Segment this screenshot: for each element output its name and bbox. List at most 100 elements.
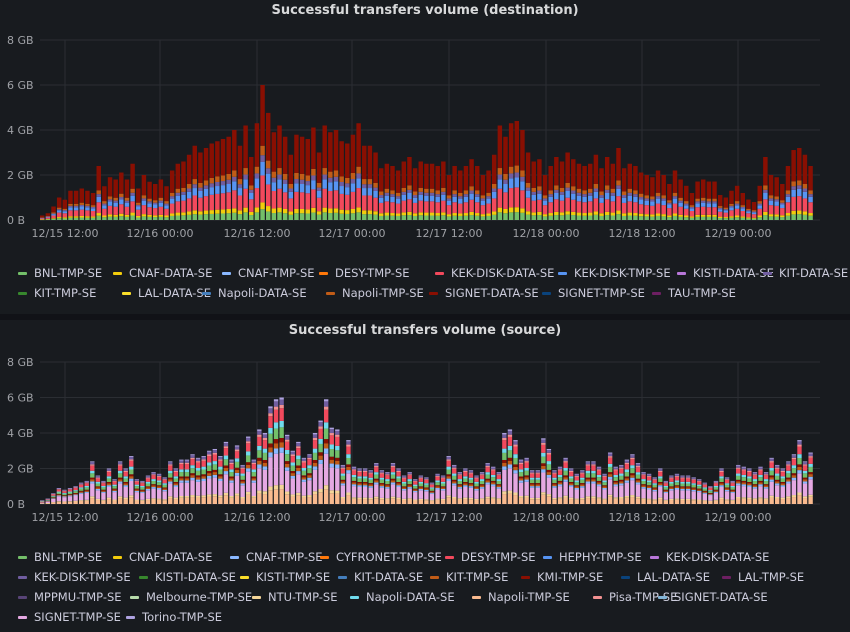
bar-segment[interactable] [207,473,212,476]
bar-segment[interactable] [713,483,719,486]
bar-segment[interactable] [156,498,162,500]
bar-segment[interactable] [251,496,256,498]
bar-segment[interactable] [51,493,56,494]
bar-segment[interactable] [542,175,548,196]
bar-segment[interactable] [520,208,525,213]
bar-segment[interactable] [413,499,418,501]
bar-segment[interactable] [162,489,167,492]
bar-segment[interactable] [763,487,769,489]
bar-segment[interactable] [552,477,557,480]
bar-segment[interactable] [328,132,333,172]
legend-item[interactable]: LAL-DATA-SE [122,286,211,300]
bar-segment[interactable] [307,473,312,476]
bar-segment[interactable] [619,479,624,482]
bar-segment[interactable] [373,197,378,212]
bar-segment[interactable] [215,181,220,187]
bar-segment[interactable] [474,488,479,491]
bar-segment[interactable] [574,485,579,487]
bar-segment[interactable] [395,192,401,197]
bar-segment[interactable] [78,488,84,491]
bar-segment[interactable] [552,499,557,504]
bar-segment[interactable] [435,190,440,195]
bar-segment[interactable] [296,455,301,460]
bar-segment[interactable] [797,470,802,474]
bar-segment[interactable] [305,175,310,182]
bar-segment[interactable] [627,192,633,196]
bar-segment[interactable] [418,476,424,478]
bar-segment[interactable] [413,488,418,490]
bar-segment[interactable] [563,470,568,476]
bar-segment[interactable] [56,488,62,489]
bar-segment[interactable] [95,486,101,488]
bar-segment[interactable] [678,206,683,215]
bar-segment[interactable] [491,498,496,504]
bar-segment[interactable] [362,188,367,196]
bar-segment[interactable] [485,498,490,504]
bar-segment[interactable] [741,486,746,498]
bar-segment[interactable] [497,168,503,175]
bar-segment[interactable] [680,498,685,501]
bar-segment[interactable] [318,459,323,464]
bar-segment[interactable] [67,501,73,502]
bar-segment[interactable] [203,180,209,186]
bar-segment[interactable] [162,500,167,504]
bar-segment[interactable] [169,213,175,216]
bar-segment[interactable] [209,183,214,188]
bar-segment[interactable] [797,466,802,471]
bar-segment[interactable] [463,481,468,484]
bar-segment[interactable] [435,196,440,203]
bar-segment[interactable] [644,198,649,201]
bar-segment[interactable] [652,500,657,504]
bar-segment[interactable] [67,488,73,489]
bar-segment[interactable] [446,205,452,215]
bar-segment[interactable] [616,148,621,181]
bar-segment[interactable] [101,487,106,490]
bar-segment[interactable] [479,487,485,489]
bar-segment[interactable] [463,486,468,498]
bar-segment[interactable] [412,195,418,198]
bar-segment[interactable] [685,488,691,491]
bar-segment[interactable] [101,492,106,500]
bar-segment[interactable] [757,201,762,204]
bar-segment[interactable] [328,177,333,183]
bar-segment[interactable] [85,216,90,218]
bar-segment[interactable] [769,481,774,496]
bar-segment[interactable] [265,211,271,220]
bar-segment[interactable] [680,483,685,487]
bar-segment[interactable] [62,501,67,503]
bar-segment[interactable] [282,184,288,193]
bar-segment[interactable] [301,475,307,478]
bar-segment[interactable] [368,487,373,498]
bar-segment[interactable] [458,215,463,220]
bar-segment[interactable] [368,486,373,488]
bar-segment[interactable] [458,198,463,204]
bar-segment[interactable] [240,468,245,474]
bar-segment[interactable] [661,216,666,220]
bar-segment[interactable] [446,459,451,461]
bar-segment[interactable] [729,205,734,208]
bar-segment[interactable] [168,481,173,484]
bar-segment[interactable] [362,210,367,215]
bar-segment[interactable] [229,496,234,498]
bar-segment[interactable] [685,498,691,501]
bar-segment[interactable] [435,473,440,475]
bar-segment[interactable] [51,496,56,498]
bar-segment[interactable] [346,466,351,471]
bar-segment[interactable] [719,478,724,482]
bar-segment[interactable] [158,179,164,198]
bar-segment[interactable] [413,489,418,491]
bar-segment[interactable] [378,197,384,203]
bar-segment[interactable] [407,215,412,220]
bar-segment[interactable] [524,461,529,463]
bar-segment[interactable] [56,197,62,208]
bar-segment[interactable] [78,493,84,501]
bar-segment[interactable] [440,481,446,484]
bar-segment[interactable] [508,207,514,213]
bar-segment[interactable] [288,214,294,220]
bar-segment[interactable] [257,445,262,451]
bar-segment[interactable] [130,215,135,221]
bar-segment[interactable] [758,469,763,471]
bar-segment[interactable] [78,501,84,504]
bar-segment[interactable] [124,200,130,203]
bar-segment[interactable] [311,212,316,220]
